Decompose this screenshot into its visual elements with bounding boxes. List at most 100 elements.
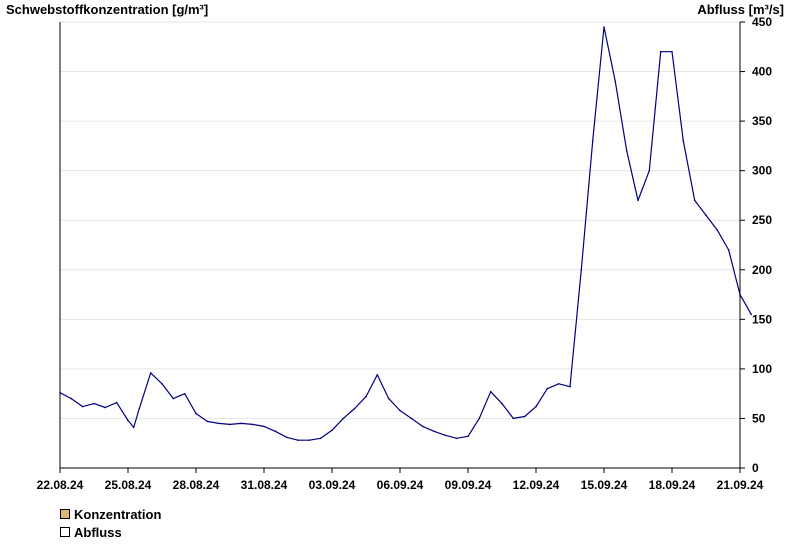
x-tick-label: 09.09.24 xyxy=(445,478,492,492)
y-axis-title-left: Schwebstoffkonzentration [g/m³] xyxy=(6,2,209,17)
y-tick-label: 50 xyxy=(752,411,766,425)
legend-item-abfluss: Abfluss xyxy=(60,523,161,541)
data-point xyxy=(523,415,526,418)
legend: Konzentration Abfluss xyxy=(60,505,161,541)
data-point xyxy=(750,313,753,316)
legend-swatch-konzentration xyxy=(60,509,70,519)
legend-label-konzentration: Konzentration xyxy=(74,506,162,522)
data-point xyxy=(433,430,435,433)
data-point xyxy=(637,199,639,202)
x-tick-label: 18.09.24 xyxy=(649,478,696,492)
y-tick-label: 100 xyxy=(752,362,772,376)
data-point xyxy=(591,140,594,142)
x-tick-label: 31.08.24 xyxy=(241,478,288,492)
y-tick-label: 250 xyxy=(752,213,772,227)
data-point xyxy=(467,435,469,438)
data-point xyxy=(546,387,549,390)
data-point xyxy=(172,397,175,400)
data-point xyxy=(195,412,197,415)
data-point xyxy=(739,293,741,296)
legend-label-abfluss: Abfluss xyxy=(74,524,122,540)
data-point xyxy=(387,397,390,400)
data-point xyxy=(501,402,503,405)
y-tick-label: 0 xyxy=(752,461,759,475)
data-point xyxy=(693,199,696,202)
y-tick-label: 200 xyxy=(752,263,772,277)
data-point xyxy=(399,409,401,412)
data-point xyxy=(603,26,605,28)
data-point xyxy=(580,269,583,271)
data-point xyxy=(535,405,537,408)
data-point xyxy=(251,423,254,426)
data-point xyxy=(512,417,515,420)
data-point xyxy=(455,437,458,440)
data-point xyxy=(342,417,345,420)
y-tick-label: 350 xyxy=(752,114,772,128)
data-point xyxy=(365,395,367,398)
data-point xyxy=(478,417,481,420)
x-tick-label: 06.09.24 xyxy=(377,478,424,492)
data-point xyxy=(671,50,673,53)
data-point xyxy=(489,390,492,393)
legend-swatch-abfluss xyxy=(60,527,70,537)
y-tick-label: 450 xyxy=(752,15,772,29)
data-point xyxy=(206,420,209,423)
data-point xyxy=(115,401,118,404)
data-point xyxy=(648,169,651,172)
data-point xyxy=(569,385,571,388)
x-tick-label: 21.09.24 xyxy=(717,478,764,492)
y-tick-label: 150 xyxy=(752,312,772,326)
data-point xyxy=(410,417,413,420)
data-point xyxy=(682,140,685,142)
x-tick-label: 28.08.24 xyxy=(173,478,220,492)
data-point xyxy=(132,426,135,429)
data-point xyxy=(557,383,560,385)
data-point xyxy=(217,422,220,425)
data-point xyxy=(263,425,265,428)
grid-lines xyxy=(60,21,740,419)
data-point xyxy=(705,214,707,217)
data-point xyxy=(331,429,333,432)
data-point xyxy=(240,422,243,425)
data-point xyxy=(353,407,356,410)
x-tick-label: 22.08.24 xyxy=(37,478,84,492)
data-point xyxy=(297,439,299,442)
data-point xyxy=(138,407,141,410)
data-point xyxy=(59,391,61,394)
data-point xyxy=(308,439,311,442)
x-tick-label: 12.09.24 xyxy=(513,478,560,492)
data-point xyxy=(614,80,617,83)
data-point xyxy=(183,392,186,395)
x-axis-ticks: 22.08.24 25.08.24 28.08.24 31.08.24 03.09.24… xyxy=(37,468,764,492)
y-axis-ticks: 0 50 100 150 200 250 300 350 400 450 xyxy=(740,15,772,475)
data-point xyxy=(229,423,231,426)
y-axis-title-right: Abfluss [m³/s] xyxy=(697,2,784,17)
x-tick-label: 03.09.24 xyxy=(309,478,356,492)
data-point xyxy=(70,397,73,400)
data-point xyxy=(727,249,730,251)
x-tick-label: 15.09.24 xyxy=(581,478,628,492)
data-point xyxy=(376,374,379,376)
data-point xyxy=(127,419,129,422)
data-point xyxy=(421,425,424,428)
data-point xyxy=(444,434,447,437)
legend-item-konzentration: Konzentration xyxy=(60,505,161,523)
data-point xyxy=(319,437,322,440)
series-layer xyxy=(59,26,753,442)
data-point xyxy=(104,406,107,409)
data-point xyxy=(274,430,277,433)
data-point xyxy=(161,383,163,385)
data-point xyxy=(625,150,628,152)
data-point xyxy=(716,229,719,231)
y-tick-label: 400 xyxy=(752,65,772,79)
axes xyxy=(59,22,741,469)
data-point xyxy=(81,405,84,408)
x-tick-label: 25.08.24 xyxy=(105,478,152,492)
y-tick-label: 300 xyxy=(752,164,772,178)
series-line-abfluss xyxy=(59,26,752,441)
data-point xyxy=(659,50,662,53)
data-point xyxy=(149,372,152,374)
data-point xyxy=(285,436,288,439)
data-point xyxy=(93,402,95,405)
